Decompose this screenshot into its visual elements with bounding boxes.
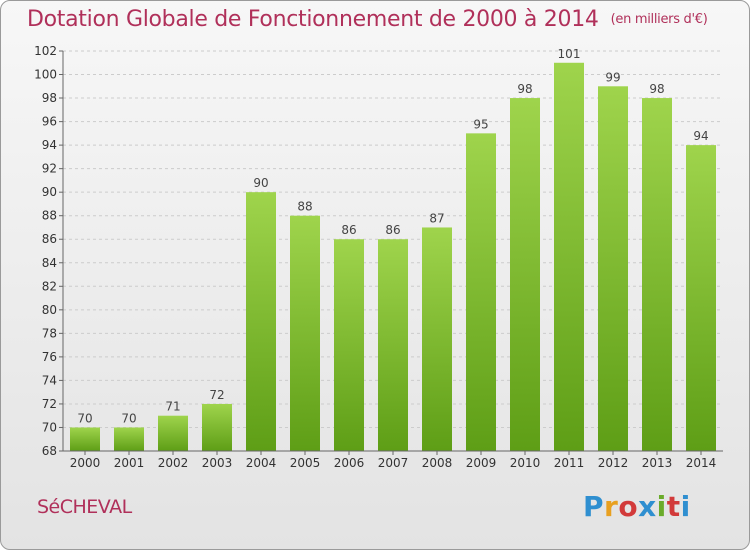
data-label-2010: 98 — [517, 82, 532, 96]
x-tick-label-2000: 2000 — [70, 456, 101, 470]
y-tick-label: 88 — [42, 209, 57, 223]
bar-2001 — [114, 427, 144, 451]
bar-2012 — [598, 86, 628, 451]
logo-letter: r — [604, 490, 619, 523]
y-tick-label: 68 — [42, 444, 57, 458]
data-label-2012: 99 — [605, 70, 620, 84]
x-tick-label-2006: 2006 — [334, 456, 365, 470]
bar-2002 — [158, 415, 188, 451]
y-tick-label: 76 — [42, 350, 57, 364]
data-label-2006: 86 — [341, 223, 356, 237]
data-label-2007: 86 — [385, 223, 400, 237]
y-axis: 68 70 72 74 76 78 80 82 84 86 88 90 92 94 96 98 100 102 — [34, 44, 64, 458]
x-tick-label-2009: 2009 — [466, 456, 497, 470]
x-tick-label-2004: 2004 — [246, 456, 277, 470]
bar-2008 — [422, 227, 452, 451]
y-tick-label: 74 — [42, 373, 57, 387]
x-tick-label-2002: 2002 — [158, 456, 189, 470]
title-text: Dotation Globale de Fonctionnement de 20… — [27, 7, 599, 32]
data-label-2014: 94 — [693, 129, 708, 143]
x-tick-label-2012: 2012 — [598, 456, 629, 470]
logo-letter: o — [618, 490, 639, 523]
bar-2000 — [70, 427, 100, 451]
bar-2004 — [246, 192, 276, 452]
data-label-2013: 98 — [649, 82, 664, 96]
y-tick-label: 78 — [42, 326, 57, 340]
logo-letter: i — [656, 490, 667, 523]
x-tick-label-2010: 2010 — [510, 456, 541, 470]
logo-letter: t — [666, 490, 681, 523]
data-label-2000: 70 — [77, 411, 92, 425]
chart-title: Dotation Globale de Fonctionnement de 20… — [27, 7, 708, 32]
data-label-2005: 88 — [297, 200, 312, 214]
y-tick-label: 94 — [42, 138, 57, 152]
bar-2007 — [378, 239, 408, 451]
data-label-2002: 71 — [165, 400, 180, 414]
data-label-2008: 87 — [429, 211, 444, 225]
data-label-2004: 90 — [253, 176, 268, 190]
y-tick-label: 70 — [42, 420, 57, 434]
bar-2013 — [642, 98, 672, 451]
y-tick-label: 84 — [42, 256, 57, 270]
bar-2006 — [334, 239, 364, 451]
y-tick-label: 72 — [42, 397, 57, 411]
y-tick-label: 102 — [34, 44, 57, 58]
y-tick-label: 80 — [42, 303, 57, 317]
bar-2003 — [202, 403, 232, 451]
data-label-2003: 72 — [209, 388, 224, 402]
x-tick-label-2014: 2014 — [686, 456, 717, 470]
y-tick-label: 86 — [42, 232, 57, 246]
x-tick-label-2003: 2003 — [202, 456, 233, 470]
bar-2009 — [466, 133, 496, 451]
logo-letter: i — [680, 490, 691, 523]
y-tick-label: 90 — [42, 185, 57, 199]
x-tick-label-2008: 2008 — [422, 456, 453, 470]
x-tick-label-2007: 2007 — [378, 456, 409, 470]
logo-letter: x — [638, 490, 657, 523]
proxiti-logo: Proxiti — [583, 490, 691, 523]
data-label-2009: 95 — [473, 117, 488, 131]
logo-letter: P — [583, 490, 605, 523]
x-tick-label-2005: 2005 — [290, 456, 321, 470]
x-tick-label-2013: 2013 — [642, 456, 673, 470]
bar-2014 — [686, 145, 716, 451]
unit-label: (en milliers d'€) — [610, 12, 708, 27]
x-axis: 2000 2001 2002 2003 2004 2005 2006 2007 2008 2009… — [63, 450, 723, 470]
y-tick-label: 92 — [42, 162, 57, 176]
y-tick-label: 100 — [34, 68, 57, 82]
y-tick-label: 98 — [42, 91, 57, 105]
y-tick-label: 96 — [42, 115, 57, 129]
bar-2011 — [554, 62, 584, 451]
x-tick-label-2011: 2011 — [554, 456, 585, 470]
data-label-2001: 70 — [121, 411, 136, 425]
commune-name: SéCHEVAL — [37, 496, 132, 518]
bars: 70 70 71 72 90 88 86 86 87 95 98 101 99 98 94 — [70, 47, 716, 452]
y-tick-label: 82 — [42, 279, 57, 293]
bar-2010 — [510, 98, 540, 451]
bar-2005 — [290, 215, 320, 451]
x-tick-label-2001: 2001 — [114, 456, 145, 470]
data-label-2011: 101 — [558, 47, 581, 61]
